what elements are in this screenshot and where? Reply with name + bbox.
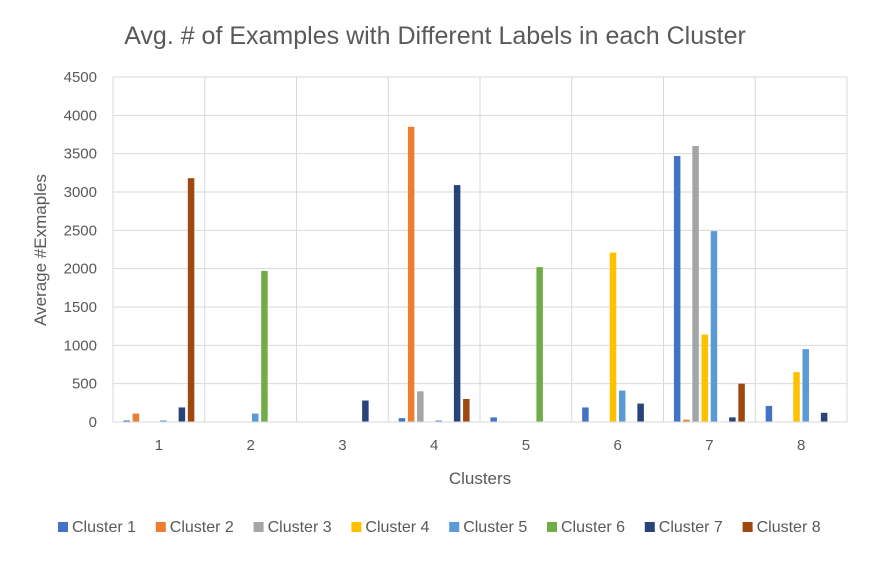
bar-cluster-1-category-5 xyxy=(490,417,497,422)
x-tick-label: 7 xyxy=(705,437,713,454)
bar-cluster-5-category-8 xyxy=(802,349,809,422)
legend-item-cluster-8: Cluster 8 xyxy=(742,519,821,536)
bar-cluster-4-category-7 xyxy=(701,334,709,422)
x-tick-label: 8 xyxy=(797,437,805,454)
legend-item-cluster-7: Cluster 7 xyxy=(644,519,723,536)
bar-cluster-1-category-7 xyxy=(673,155,681,422)
y-tick-label: 500 xyxy=(72,376,97,393)
bar-cluster-1-category-4 xyxy=(398,418,406,422)
legend-label: Cluster 1 xyxy=(72,519,136,536)
y-tick-label: 2500 xyxy=(64,222,97,239)
y-tick-label: 3500 xyxy=(64,146,97,163)
y-axis-ticks: 0 500 1000 1500 2000 2500 3000 3500 4000 4500 xyxy=(64,69,97,431)
legend-swatch xyxy=(253,522,264,532)
y-tick-label: 4000 xyxy=(64,107,97,124)
bar-cluster-8-category-1 xyxy=(187,178,195,422)
legend-item-cluster-3: Cluster 3 xyxy=(253,519,332,536)
bars xyxy=(123,126,828,422)
legend-item-cluster-4: Cluster 4 xyxy=(351,519,430,536)
bar-cluster-5-category-6 xyxy=(618,390,626,422)
bar-cluster-5-category-7 xyxy=(710,231,718,422)
y-tick-label: 3000 xyxy=(64,184,97,201)
legend-swatch xyxy=(449,522,460,532)
bar-cluster-4-category-6 xyxy=(609,252,617,422)
legend: Cluster 1 Cluster 2 Cluster 3 Cluster 4 Clus… xyxy=(58,519,821,536)
legend-swatch xyxy=(155,522,166,532)
y-axis-label: Average #Exmaples xyxy=(31,174,50,326)
legend-item-cluster-6: Cluster 6 xyxy=(547,519,625,536)
x-tick-label: 1 xyxy=(155,437,163,454)
legend-item-cluster-5: Cluster 5 xyxy=(449,519,527,536)
bar-cluster-7-category-1 xyxy=(178,407,186,422)
bar-cluster-3-category-7 xyxy=(692,146,699,422)
x-axis-label: Clusters xyxy=(449,469,511,488)
bar-cluster-1-category-8 xyxy=(765,405,773,422)
bar-cluster-8-category-4 xyxy=(463,399,470,422)
legend-item-cluster-2: Cluster 2 xyxy=(155,519,234,536)
y-tick-label: 1500 xyxy=(64,299,97,316)
legend-swatch xyxy=(351,522,362,532)
x-tick-label: 6 xyxy=(613,437,621,454)
bar-cluster-1-category-6 xyxy=(582,407,589,422)
legend-label: Cluster 8 xyxy=(757,519,821,536)
bar-cluster-5-category-2 xyxy=(251,413,259,422)
y-tick-label: 1000 xyxy=(64,337,97,354)
bar-cluster-7-category-6 xyxy=(637,403,644,422)
legend-swatch xyxy=(547,522,557,532)
bar-cluster-7-category-7 xyxy=(729,417,736,422)
bar-cluster-5-category-1 xyxy=(160,420,167,422)
bar-cluster-2-category-1 xyxy=(132,413,140,422)
legend-label: Cluster 4 xyxy=(365,519,429,536)
legend-label: Cluster 2 xyxy=(170,519,234,536)
legend-label: Cluster 6 xyxy=(561,519,625,536)
legend-label: Cluster 5 xyxy=(463,519,527,536)
y-tick-label: 4500 xyxy=(64,69,97,86)
x-tick-label: 3 xyxy=(338,437,346,454)
bar-cluster-8-category-7 xyxy=(738,383,745,422)
legend-swatch xyxy=(58,522,68,532)
bar-cluster-2-category-4 xyxy=(407,126,415,422)
chart-title: Avg. # of Examples with Different Labels… xyxy=(124,22,746,50)
legend-label: Cluster 3 xyxy=(268,519,332,536)
bar-cluster-7-category-8 xyxy=(820,412,828,422)
legend-item-cluster-1: Cluster 1 xyxy=(58,519,136,536)
y-tick-label: 0 xyxy=(89,414,97,431)
bar-cluster-3-category-4 xyxy=(417,391,424,422)
bar-cluster-6-category-2 xyxy=(261,270,268,422)
legend-swatch xyxy=(742,522,753,532)
gridlines xyxy=(112,76,848,422)
x-tick-label: 4 xyxy=(430,437,438,454)
bar-cluster-4-category-8 xyxy=(793,372,800,422)
legend-label: Cluster 7 xyxy=(659,519,723,536)
bar-cluster-7-category-4 xyxy=(453,185,461,422)
x-tick-label: 5 xyxy=(522,437,530,454)
x-tick-label: 2 xyxy=(246,437,254,454)
bar-cluster-5-category-4 xyxy=(435,420,442,422)
bar-cluster-1-category-1 xyxy=(123,420,130,422)
legend-swatch xyxy=(644,522,655,532)
bar-cluster-6-category-5 xyxy=(536,267,543,422)
bar-cluster-2-category-7 xyxy=(683,419,690,422)
bar-cluster-7-category-3 xyxy=(362,400,369,422)
y-tick-label: 2000 xyxy=(64,261,97,278)
x-axis-ticks: 1 2 3 4 5 6 7 8 xyxy=(155,437,806,454)
